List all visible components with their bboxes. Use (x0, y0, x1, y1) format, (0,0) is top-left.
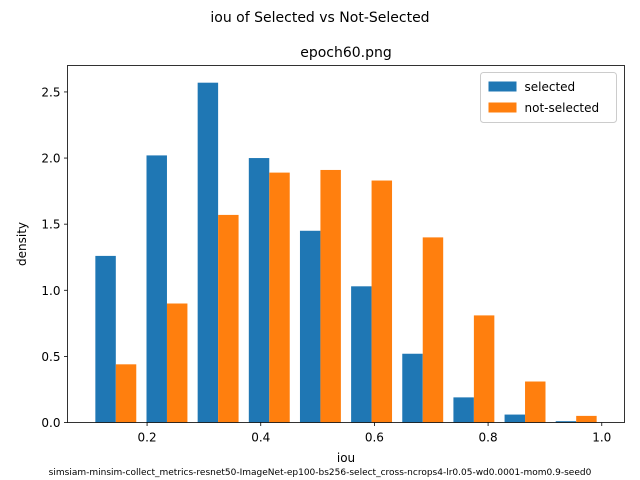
bar-selected-4 (299, 230, 321, 423)
bar-not-selected-0 (115, 364, 137, 423)
bar-not-selected-8 (525, 381, 546, 423)
y-tick-label: 2.5 (41, 85, 60, 99)
bar-selected-8 (504, 414, 526, 423)
bar-not-selected-6 (422, 237, 444, 423)
bar-not-selected-9 (576, 415, 597, 423)
legend-label-selected: selected (525, 80, 576, 94)
bar-selected-6 (402, 353, 423, 423)
legend: selected not-selected (480, 72, 617, 123)
bar-not-selected-3 (269, 172, 290, 423)
figure-footer: simsiam-minsim-collect_metrics-resnet50-… (49, 468, 592, 478)
bar-not-selected-4 (320, 169, 341, 423)
legend-swatch-selected (488, 81, 517, 92)
bar-not-selected-5 (371, 180, 393, 423)
x-axis-ticks: 0.2 0.4 0.6 0.8 1.0 (138, 422, 611, 445)
bar-not-selected-2 (218, 214, 239, 423)
x-tick-label: 0.2 (138, 431, 157, 445)
bar-selected-2 (197, 82, 219, 423)
bar-selected-7 (453, 397, 474, 423)
x-tick-label: 0.6 (365, 431, 384, 445)
x-axis-label: iou (337, 451, 355, 465)
legend-swatch-not-selected (488, 102, 517, 113)
x-tick-label: 0.8 (479, 431, 498, 445)
y-tick-label: 0.0 (41, 416, 60, 430)
y-axis-ticks: 0.0 0.5 1.0 1.5 2.0 2.5 (41, 85, 68, 430)
bar-selected-9 (555, 421, 577, 423)
chart-title: epoch60.png (300, 45, 392, 61)
bar-selected-0 (95, 255, 116, 423)
bar-selected-3 (248, 158, 270, 423)
y-tick-label: 1.0 (41, 284, 60, 298)
legend-label-not-selected: not-selected (525, 101, 600, 115)
figure-suptitle: iou of Selected vs Not-Selected (210, 10, 429, 26)
bar-not-selected-7 (473, 315, 495, 423)
bar-selected-5 (351, 286, 372, 423)
y-axis-label: density (15, 222, 29, 266)
x-tick-label: 0.4 (251, 431, 270, 445)
x-tick-label: 1.0 (592, 431, 611, 445)
plot-frame (67, 65, 625, 423)
bar-not-selected-1 (166, 303, 188, 423)
y-tick-label: 1.5 (41, 218, 60, 232)
y-tick-label: 2.0 (41, 152, 60, 166)
bars-group (95, 82, 597, 423)
y-tick-label: 0.5 (41, 350, 60, 364)
bar-selected-1 (146, 155, 167, 423)
